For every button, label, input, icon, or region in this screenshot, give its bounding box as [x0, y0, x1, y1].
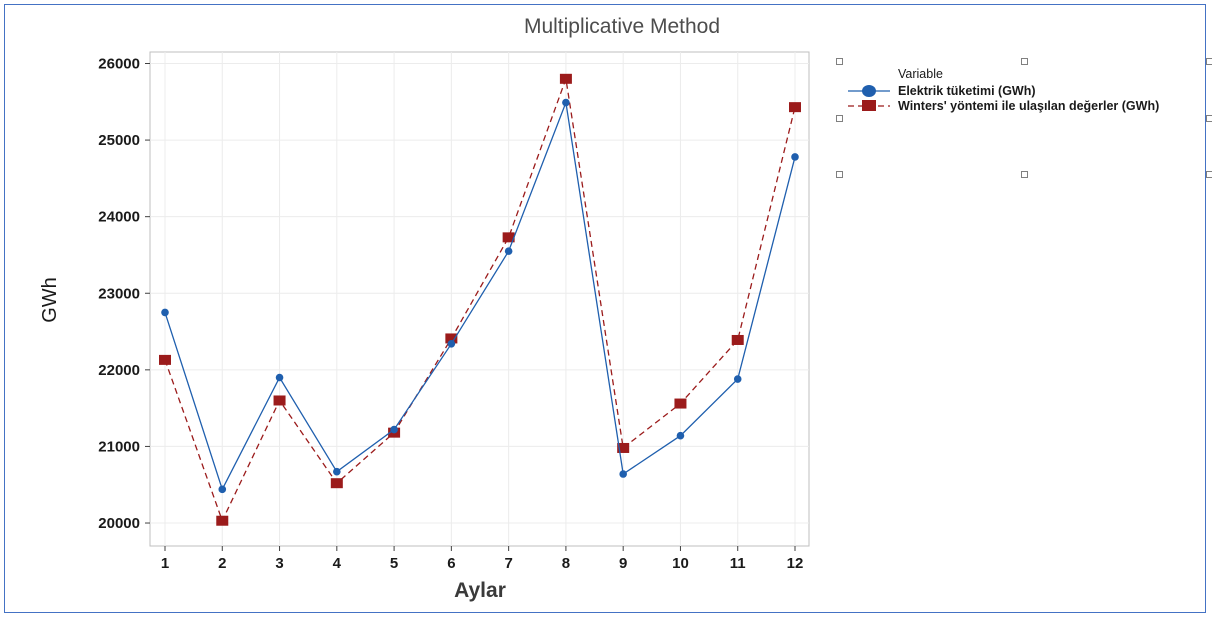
x-tick-label: 7: [504, 555, 512, 572]
legend-marker: [862, 100, 876, 111]
y-tick-label: 23000: [98, 285, 140, 302]
legend-handles: [836, 58, 1212, 178]
data-point: [617, 442, 630, 453]
y-tick-label: 22000: [98, 362, 140, 379]
data-point: [390, 425, 398, 434]
data-point: [504, 247, 513, 255]
data-point: [159, 354, 171, 365]
data-point: [502, 232, 515, 243]
series-line: [164, 100, 796, 492]
data-point: [216, 515, 229, 526]
data-point: [275, 373, 284, 382]
data-point: [445, 333, 458, 344]
legend-handle: [836, 115, 843, 122]
x-tick-label: 12: [787, 555, 804, 572]
legend-handle: [836, 58, 843, 65]
y-tick-label: 21000: [98, 438, 140, 455]
y-tick-label: 20000: [98, 515, 140, 532]
data-point: [161, 308, 169, 317]
x-tick-label: 3: [275, 555, 283, 572]
legend-handle: [1021, 58, 1028, 65]
data-point: [330, 478, 343, 489]
x-tick-label: 9: [619, 555, 627, 572]
series-1: [161, 98, 799, 494]
x-tick-label: 5: [390, 555, 398, 572]
data-point: [676, 431, 685, 440]
legend-label: Elektrik tüketimi (GWh): [898, 84, 1036, 98]
data-point: [559, 73, 572, 84]
x-tick-label: 1: [161, 555, 169, 572]
data-point: [789, 102, 801, 113]
x-axis-title: Aylar: [454, 579, 506, 602]
series-group: [159, 73, 801, 526]
legend-handle: [836, 171, 843, 178]
y-tick-label: 25000: [98, 132, 140, 149]
y-axis-title: GWh: [39, 277, 61, 323]
data-point: [619, 470, 627, 478]
gridlines: [150, 52, 809, 546]
legend-title: Variable: [898, 67, 943, 81]
x-tick-label: 6: [447, 555, 455, 572]
data-point: [218, 485, 227, 494]
x-tick-label: 8: [562, 555, 570, 572]
legend-handle: [1021, 171, 1028, 178]
data-point: [791, 153, 799, 161]
x-tick-label: 11: [730, 555, 746, 572]
x-tick-label: 2: [218, 555, 226, 572]
data-point: [447, 340, 456, 348]
data-point: [733, 375, 742, 383]
data-point: [731, 334, 744, 345]
data-point: [333, 467, 341, 476]
legend-handle: [1206, 115, 1212, 122]
legend: Variable Elektrik tüketimi (GWh)Winters'…: [848, 67, 1159, 113]
legend-marker: [862, 85, 876, 97]
legend-handle: [1206, 58, 1212, 65]
series-line: [164, 78, 796, 523]
data-point: [562, 98, 570, 107]
legend-label: Winters' yöntemi ile ulaşılan değerler (…: [898, 99, 1159, 113]
y-tick-label: 26000: [98, 55, 140, 72]
data-point: [273, 395, 286, 406]
y-tick-label: 24000: [98, 209, 140, 226]
x-tick-label: 4: [333, 555, 342, 572]
legend-handle: [1206, 171, 1212, 178]
data-point: [674, 398, 687, 409]
chart-title: Multiplicative Method: [524, 15, 720, 38]
x-tick-label: 10: [672, 555, 689, 572]
